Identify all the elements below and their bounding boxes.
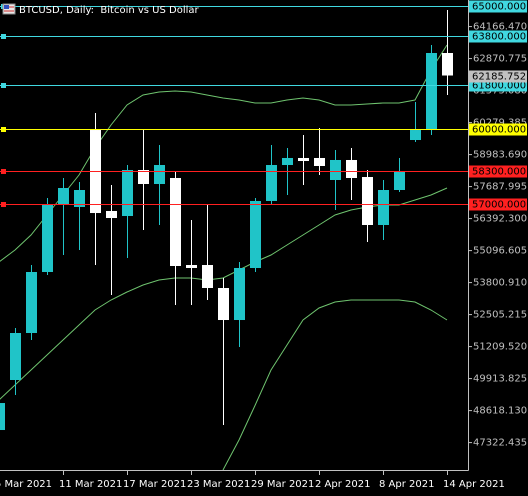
- level-label: 61800.000: [472, 81, 526, 92]
- level-handle: [1, 34, 6, 39]
- x-tick-label: 14 Apr 2021: [443, 479, 505, 490]
- level-label-box: [469, 198, 527, 211]
- candle-body: [426, 53, 437, 131]
- y-tick-label: 47322.435: [473, 438, 527, 449]
- candle-body: [42, 204, 53, 272]
- symbol-icon: [2, 3, 16, 15]
- price-label-box: [469, 70, 527, 83]
- candle-body: [202, 265, 213, 289]
- y-tick-label: 64166.470: [473, 22, 527, 33]
- level-label-box: [469, 123, 527, 136]
- candle-body: [138, 169, 149, 184]
- x-tick-label: 23 Mar 2021: [187, 479, 250, 490]
- candle-body: [378, 190, 389, 225]
- x-tick-label: 29 Mar 2021: [251, 479, 314, 490]
- y-tick-label: 51209.520: [473, 342, 527, 353]
- level-label: 60000.000: [472, 125, 526, 136]
- candle-body: [154, 165, 165, 184]
- candle-body: [330, 159, 341, 180]
- candle-body: [298, 157, 309, 162]
- level-label-box: [469, 165, 527, 178]
- candle-body: [250, 200, 261, 268]
- y-tick-label: 53800.910: [473, 278, 527, 289]
- x-tick-label: 2 Apr 2021: [315, 479, 370, 490]
- y-tick-label: 62870.775: [473, 54, 527, 65]
- level-label: 63800.000: [472, 32, 526, 43]
- candle-body: [394, 171, 405, 191]
- candle-body: [26, 271, 37, 334]
- y-tick-label: 58983.690: [473, 150, 527, 161]
- y-tick-label: 56392.300: [473, 214, 527, 225]
- candle-body: [122, 169, 133, 217]
- level-handle: [1, 127, 6, 132]
- candle-body: [74, 190, 85, 207]
- y-tick-label: 49913.825: [473, 374, 527, 385]
- level-label-box: [469, 30, 527, 43]
- level-handle: [1, 83, 6, 88]
- candle-body: [58, 188, 69, 205]
- x-tick-label: 8 Apr 2021: [379, 479, 434, 490]
- level-handle: [1, 202, 6, 207]
- candle-body: [170, 177, 181, 266]
- candle-body: [234, 267, 245, 321]
- y-tick-label: 57687.995: [473, 182, 527, 193]
- band-upper: [0, 44, 448, 262]
- band-lower: [222, 299, 448, 470]
- candle-body: [266, 165, 277, 201]
- candle-body: [362, 177, 373, 225]
- y-tick-label: 48618.130: [473, 406, 527, 417]
- candle-body: [10, 333, 21, 381]
- candle-body: [186, 265, 197, 268]
- level-handle: [1, 169, 6, 174]
- y-tick-label: 55096.605: [473, 246, 527, 257]
- candle-body: [218, 288, 229, 321]
- x-tick-label: 11 Mar 2021: [59, 479, 122, 490]
- candle-body: [314, 157, 325, 166]
- x-tick-label: 17 Mar 2021: [123, 479, 186, 490]
- candle-body: [282, 157, 293, 166]
- y-tick-label: 60279.385: [473, 118, 527, 129]
- candle-body: [106, 210, 117, 219]
- level-label: 57000.000: [472, 200, 526, 211]
- candle-body: [346, 159, 357, 178]
- level-label: 58300.000: [472, 167, 526, 178]
- level-label: 65000.000: [472, 2, 526, 13]
- x-tick-label: 5 Mar 2021: [0, 479, 52, 490]
- level-label-box: [469, 0, 527, 13]
- candle-body: [442, 53, 453, 76]
- plot-area: [0, 4, 468, 470]
- chart-title: BTCUSD, Daily: Bitcoin vs US Dollar: [19, 5, 200, 16]
- candle-body: [0, 403, 5, 431]
- price-label: 62185.752: [472, 72, 526, 83]
- y-tick-label: 52505.215: [473, 310, 527, 321]
- candle-body: [410, 130, 421, 141]
